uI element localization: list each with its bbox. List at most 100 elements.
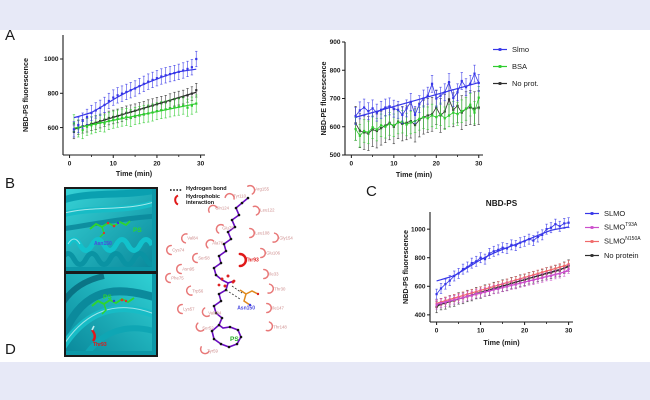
legend-label: SLMOT93A [604, 222, 638, 232]
svg-text:30: 30 [197, 161, 205, 168]
residue-glu78: Glu78 [215, 223, 234, 234]
residue-cys74: Cys74 [165, 244, 185, 256]
legend-label: Slmo [512, 44, 530, 54]
svg-text:Thr30: Thr30 [274, 287, 286, 292]
nbd-pe-transfer-chart: 500 600 700 800 900 0 10 20 30 Time (min) NBD-PE f… [318, 36, 508, 180]
structure-label: PS [103, 294, 112, 301]
residue-ile147: Ile147 [266, 302, 285, 314]
legend-label: No prot. [512, 78, 539, 88]
interaction-legend: Hydrogen bond Hydrophobic interaction [169, 186, 249, 208]
legend-marker-icon [585, 253, 599, 257]
series-slmo [435, 217, 570, 300]
legend-marker-icon [585, 211, 599, 215]
svg-text:0: 0 [435, 328, 439, 335]
chain-atoms [210, 196, 250, 349]
panel-a-legend: Slmo BSA No prot. [492, 44, 539, 88]
interaction-diagram-art: Arg155 Tyr110 Gln124 Leu122 Glu78 Leu108 Gly15… [164, 184, 293, 355]
svg-text:Tyr59: Tyr59 [207, 349, 218, 354]
svg-text:Time (min): Time (min) [396, 170, 433, 179]
legend-item: SLMOT93A [584, 222, 641, 232]
residue-asn150: Asn150 [237, 306, 255, 312]
structure-label: Thr93 [93, 342, 107, 348]
series-slmo [72, 50, 198, 138]
asn150-sidechain [239, 289, 259, 306]
svg-text:Thr93: Thr93 [245, 258, 259, 264]
svg-text:Ala76: Ala76 [212, 241, 224, 246]
residue-tyr59: Tyr59 [199, 346, 219, 355]
residue-leu122: Leu122 [252, 205, 275, 216]
svg-text:Tyr110: Tyr110 [233, 194, 246, 199]
legend-item: No protein [584, 250, 641, 260]
ligand-interaction-diagram: Arg155 Tyr110 Gln124 Leu122 Glu78 Leu108 Gly15… [162, 182, 357, 362]
residue-asn95: Asn95 [175, 263, 195, 275]
residue-thr148: Thr148 [265, 321, 287, 332]
svg-text:Leu108: Leu108 [255, 231, 270, 236]
legend-item: SLMO [584, 208, 641, 218]
legend-marker-icon [585, 225, 599, 229]
panel-label-a: A [5, 27, 16, 44]
legend-marker-icon [493, 47, 507, 51]
svg-text:20: 20 [521, 328, 529, 335]
residue-ser52: Ser52 [195, 322, 214, 332]
svg-text:Glu106: Glu106 [266, 251, 280, 256]
svg-text:400: 400 [415, 312, 426, 319]
svg-text:500: 500 [330, 152, 341, 159]
svg-text:0: 0 [68, 161, 72, 168]
residue-ile33: Ile33 [263, 268, 279, 280]
svg-text:700: 700 [330, 96, 341, 103]
residue-tyr110: Tyr110 [224, 192, 247, 200]
svg-text:Lys57: Lys57 [183, 307, 195, 312]
svg-text:NBD-PE fluorescence: NBD-PE fluorescence [319, 62, 328, 136]
residue-gln124: Gln124 [207, 204, 230, 213]
svg-text:30: 30 [475, 161, 483, 168]
svg-text:600: 600 [330, 124, 341, 131]
svg-text:Trp56: Trp56 [192, 289, 204, 294]
svg-text:10: 10 [390, 161, 398, 168]
svg-text:800: 800 [415, 255, 426, 262]
residue-val84: Val84 [180, 233, 198, 244]
chart-svg: 500 600 700 800 900 0 10 20 30 Time (min) NBD-PE f… [319, 39, 483, 179]
legend-item: Slmo [492, 44, 539, 54]
svg-text:Time (min): Time (min) [116, 169, 153, 178]
hydrogen-bond-icon [170, 189, 182, 191]
svg-text:Val104: Val104 [208, 311, 222, 316]
protein-ribbon-art: PS Asn150 [66, 189, 152, 267]
structure-view-asn150: PS Asn150 [64, 187, 158, 273]
svg-text:20: 20 [153, 161, 161, 168]
chart-svg: 600 800 1000 0 10 20 30 Time (min) NBD-PS fluore… [21, 35, 205, 178]
lipid-chain [211, 197, 249, 348]
svg-text:10: 10 [477, 328, 485, 335]
svg-text:Ile33: Ile33 [269, 272, 279, 277]
panel-label-d: D [5, 341, 16, 358]
svg-text:1000: 1000 [44, 56, 59, 63]
svg-text:Ser52: Ser52 [202, 326, 214, 331]
legend-label: SLMON150A [604, 236, 641, 246]
svg-text:Leu122: Leu122 [260, 208, 275, 213]
protein-ribbon-art: PS Thr93 [66, 274, 152, 351]
svg-text:Cys74: Cys74 [172, 248, 185, 253]
series-slmo-t93a [435, 264, 570, 310]
nbd-ps-mutant-chart: 400 600 800 1000 0 10 20 30 Time (min) NBD-PS flu… [400, 196, 585, 348]
phosphate-oxygens [217, 274, 236, 288]
svg-text:900: 900 [330, 39, 341, 46]
legend-item: BSA [492, 61, 539, 71]
residue-leu108: Leu108 [249, 227, 270, 239]
svg-text:1000: 1000 [411, 226, 426, 233]
svg-text:Val84: Val84 [187, 236, 198, 241]
legend-label: BSA [512, 61, 528, 71]
panel-label-b: B [5, 175, 16, 192]
svg-text:20: 20 [433, 161, 441, 168]
nbd-ps-transfer-chart: 600 800 1000 0 10 20 30 Time (min) NBD-PS fluore… [20, 27, 235, 179]
svg-text:Glu78: Glu78 [222, 226, 234, 231]
panel-label-c: C [366, 183, 377, 200]
svg-text:800: 800 [48, 90, 59, 97]
residue-ser58: Ser58 [191, 252, 210, 264]
legend-item: No prot. [492, 78, 539, 88]
legend-marker-icon [585, 239, 599, 243]
structure-view-thr93: PS Thr93 [64, 272, 158, 357]
residue-glu106: Glu106 [260, 247, 281, 259]
residue-thr30: Thr30 [267, 283, 286, 294]
panel-c-legend: SLMO SLMOT93A SLMON150A No protein [584, 208, 641, 260]
ps-ligand-label: PS [230, 336, 239, 343]
